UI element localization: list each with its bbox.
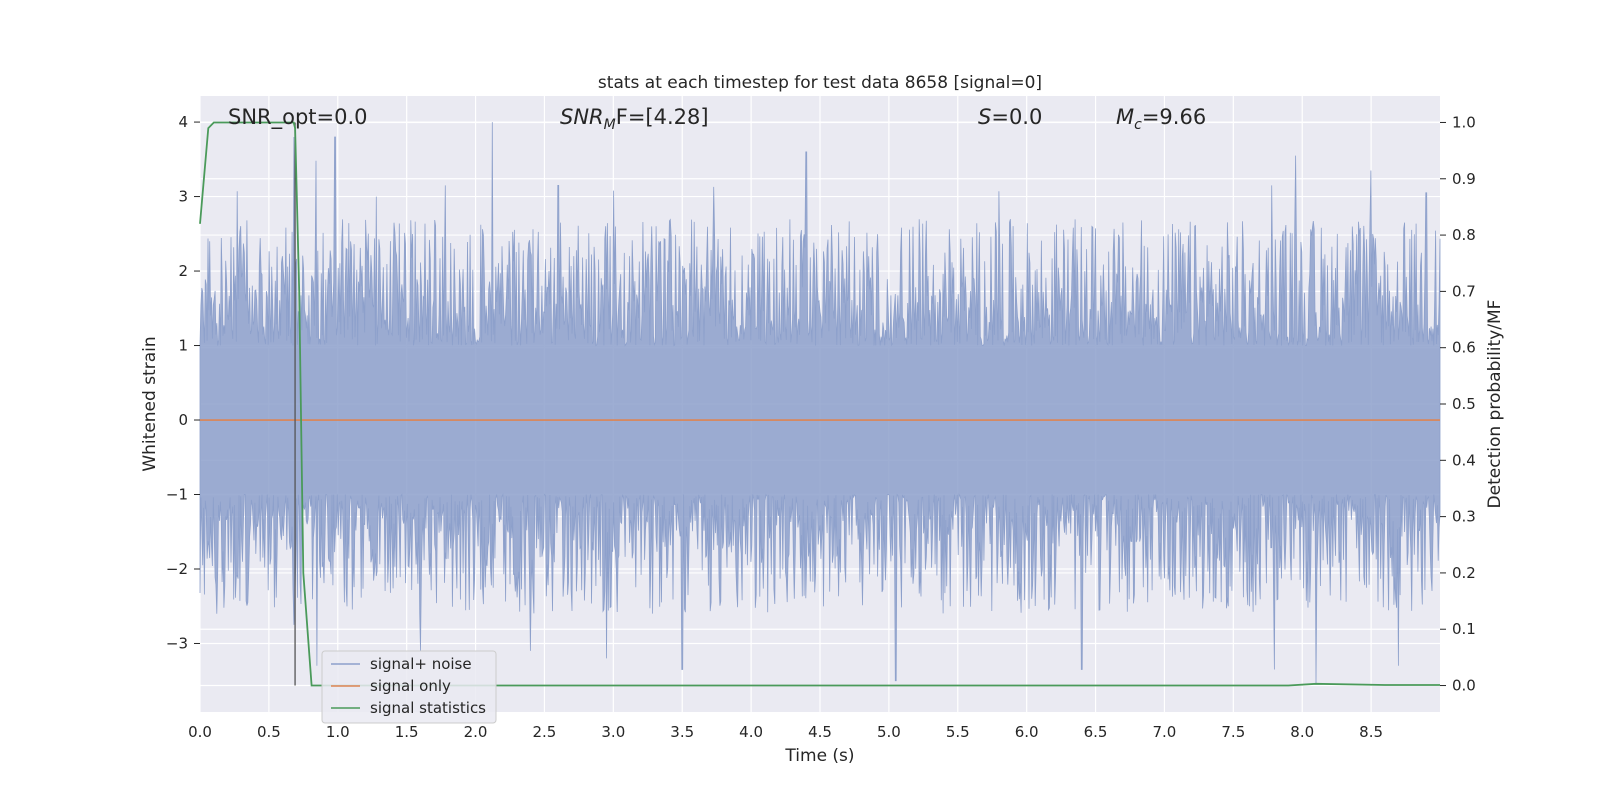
y-tick-label: −1 <box>166 486 188 504</box>
y-right-tick-label: 0.9 <box>1452 170 1476 188</box>
x-tick-label: 3.5 <box>670 723 694 741</box>
x-tick-label: 4.0 <box>739 723 763 741</box>
x-tick-label: 5.5 <box>946 723 970 741</box>
x-tick-label: 6.0 <box>1015 723 1039 741</box>
x-tick-label: 7.0 <box>1153 723 1177 741</box>
x-tick-label: 7.5 <box>1221 723 1245 741</box>
signal-noise-series <box>199 122 1441 685</box>
chart-title: stats at each timestep for test data 865… <box>598 73 1042 93</box>
y-tick-label: −2 <box>166 560 188 578</box>
y-right-tick-label: 0.1 <box>1452 620 1476 638</box>
line-layer <box>199 121 1440 687</box>
legend-label-signal-noise: signal+ noise <box>370 655 472 673</box>
x-tick-label: 8.0 <box>1290 723 1314 741</box>
y-tick-label: 2 <box>178 262 188 280</box>
x-axis-label: Time (s) <box>784 746 854 766</box>
y-right-tick-label: 0.5 <box>1452 395 1476 413</box>
snr-opt-annotation: SNR_opt=0.0 <box>228 105 368 130</box>
y-axis-label: Whitened strain <box>140 336 160 471</box>
y-right-tick-label: 0.8 <box>1452 226 1476 244</box>
x-tick-label: 5.0 <box>877 723 901 741</box>
x-tick-label: 0.5 <box>257 723 281 741</box>
y-tick-label: −3 <box>166 634 188 652</box>
y-right-tick-label: 0.2 <box>1452 564 1476 582</box>
s-symbol: S <box>978 105 991 129</box>
snr-mf-tail: F=[4.28] <box>616 105 709 129</box>
y-tick-label: 4 <box>178 113 188 131</box>
mc-annotation: Mc=9.66 <box>1116 105 1206 133</box>
y-right-tick-label: 0.7 <box>1452 282 1476 300</box>
mc-sub: c <box>1134 117 1142 133</box>
x-tick-label: 1.0 <box>326 723 350 741</box>
x-tick-label: 3.0 <box>601 723 625 741</box>
x-tick-label: 8.5 <box>1359 723 1383 741</box>
x-tick-label: 6.5 <box>1084 723 1108 741</box>
x-tick-label: 2.5 <box>533 723 557 741</box>
x-tick-label: 0.0 <box>188 723 212 741</box>
snr-mf-annotation: SNRMF=[4.28] <box>560 105 709 133</box>
signal-noise-area <box>199 122 1441 685</box>
snr-mf-main: SNR <box>560 105 604 129</box>
snr-mf-sub: M <box>604 117 616 133</box>
legend-box <box>321 650 497 724</box>
signal-statistics-line <box>199 121 1440 687</box>
legend-label-signal-only: signal only <box>370 677 451 695</box>
mc-value: =9.66 <box>1142 105 1206 129</box>
y-right-tick-label: 0.3 <box>1452 508 1476 526</box>
legend: signal+ noise signal only signal statist… <box>321 650 497 724</box>
axis-layer: 0.0 0.5 1.0 1.5 2.0 2.5 3.0 3.5 4.0 4.5 5.0 5.5 6.0 6… <box>166 113 1476 741</box>
x-tick-label: 1.5 <box>395 723 419 741</box>
x-tick-label: 4.5 <box>808 723 832 741</box>
legend-label-signal-statistics: signal statistics <box>370 699 486 717</box>
y-right-tick-label: 0.6 <box>1452 339 1476 357</box>
y-tick-label: 0 <box>178 411 188 429</box>
y-tick-label: 3 <box>178 188 188 206</box>
mc-symbol: M <box>1116 105 1134 129</box>
y-right-tick-label: 0.0 <box>1452 677 1476 695</box>
y-right-tick-label: 0.4 <box>1452 451 1476 469</box>
s-annotation: S=0.0 <box>978 105 1042 129</box>
y-right-axis-label: Detection probability/MF <box>1485 300 1505 509</box>
y-right-tick-label: 1.0 <box>1452 113 1476 131</box>
y-tick-label: 1 <box>178 337 188 355</box>
s-value: =0.0 <box>991 105 1042 129</box>
x-tick-label: 2.0 <box>464 723 488 741</box>
